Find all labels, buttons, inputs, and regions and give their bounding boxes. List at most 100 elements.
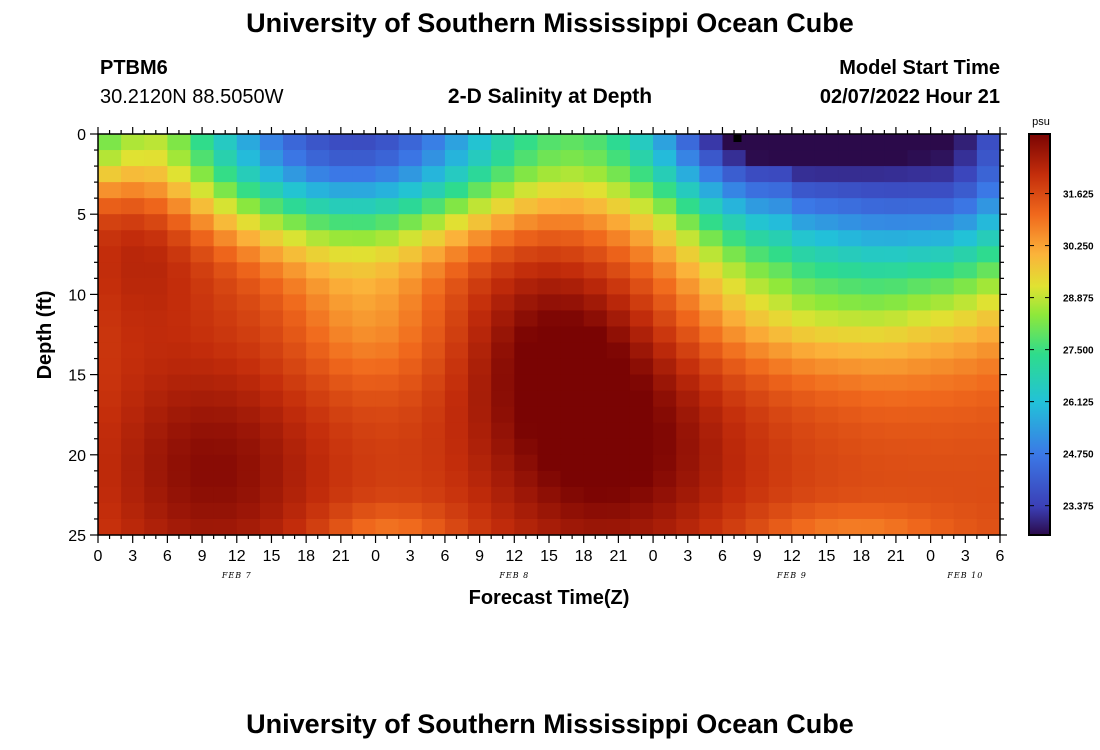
heatmap-cell bbox=[306, 310, 330, 328]
heatmap-cell bbox=[190, 374, 215, 392]
heatmap-cell bbox=[606, 214, 631, 231]
heatmap-cell bbox=[560, 454, 585, 472]
heatmap-cell bbox=[768, 214, 793, 231]
heatmap-cell bbox=[560, 470, 585, 488]
heatmap-cell bbox=[676, 294, 700, 312]
heatmap-cell bbox=[699, 358, 724, 376]
heatmap-cell bbox=[930, 310, 955, 328]
heatmap-cell bbox=[213, 134, 238, 151]
heatmap-cell bbox=[653, 214, 677, 231]
heatmap-cell bbox=[907, 150, 932, 167]
heatmap-cell bbox=[306, 454, 330, 472]
station-coordinates: 30.2120N 88.5050W bbox=[100, 86, 284, 108]
heatmap-cell bbox=[213, 310, 238, 328]
heatmap-cell bbox=[421, 502, 446, 520]
heatmap-cell bbox=[375, 310, 400, 328]
heatmap-cell bbox=[838, 182, 862, 199]
heatmap-cell bbox=[329, 246, 354, 263]
heatmap-cell bbox=[953, 374, 978, 392]
heatmap-cell bbox=[884, 182, 909, 199]
x-tick-label: 12 bbox=[505, 548, 523, 565]
heatmap-cell bbox=[444, 134, 469, 151]
heatmap-cell bbox=[745, 198, 770, 215]
heatmap-cell bbox=[398, 486, 423, 504]
heatmap-cell bbox=[930, 198, 955, 215]
heatmap-cell bbox=[421, 486, 446, 504]
heatmap-cell bbox=[213, 262, 238, 279]
heatmap-cell bbox=[421, 214, 446, 231]
heatmap-cell bbox=[468, 342, 492, 360]
x-tick-label: 0 bbox=[371, 548, 380, 565]
heatmap-cell bbox=[213, 182, 238, 199]
heatmap-cell bbox=[560, 374, 585, 392]
heatmap-cell bbox=[121, 470, 145, 488]
heatmap-cell bbox=[259, 166, 284, 183]
heatmap-cell bbox=[352, 198, 377, 215]
y-tick-label: 15 bbox=[68, 368, 86, 385]
heatmap-cell bbox=[144, 310, 168, 328]
heatmap-cell bbox=[907, 438, 932, 456]
model-start-value: 02/07/2022 Hour 21 bbox=[819, 86, 1000, 108]
heatmap-cell bbox=[329, 198, 354, 215]
heatmap-cell bbox=[144, 198, 168, 215]
heatmap-cell bbox=[167, 262, 192, 279]
heatmap-cell bbox=[398, 166, 423, 183]
heatmap-cell bbox=[98, 166, 122, 183]
heatmap-cell bbox=[537, 406, 562, 424]
heatmap-cell bbox=[259, 390, 284, 408]
heatmap-cell bbox=[814, 310, 839, 328]
heatmap-cell bbox=[398, 246, 423, 263]
heatmap-cell bbox=[606, 198, 631, 215]
date-label: FEB 10 bbox=[946, 571, 983, 580]
heatmap-cell bbox=[213, 230, 238, 247]
heatmap-cell bbox=[352, 390, 377, 408]
heatmap-cell bbox=[722, 374, 747, 392]
heatmap-cell bbox=[144, 518, 168, 536]
heatmap-cell bbox=[190, 166, 215, 183]
heatmap-cell bbox=[352, 342, 377, 360]
heatmap-cell bbox=[144, 470, 168, 488]
heatmap-cell bbox=[722, 230, 747, 247]
heatmap-cell bbox=[306, 294, 330, 312]
heatmap-cell bbox=[421, 134, 446, 151]
heatmap-cell bbox=[653, 182, 677, 199]
heatmap-cell bbox=[352, 246, 377, 263]
heatmap-cell bbox=[884, 422, 909, 440]
heatmap-cell bbox=[676, 214, 700, 231]
heatmap-cell bbox=[953, 214, 978, 231]
heatmap-cell bbox=[468, 470, 492, 488]
heatmap-cell bbox=[699, 230, 724, 247]
heatmap-cell bbox=[653, 374, 677, 392]
heatmap-cell bbox=[745, 262, 770, 279]
heatmap-cell bbox=[283, 454, 307, 472]
heatmap-cell bbox=[236, 134, 261, 151]
heatmap-cell bbox=[676, 486, 700, 504]
heatmap-cell bbox=[838, 406, 862, 424]
heatmap-cell bbox=[352, 518, 377, 536]
heatmap-cell bbox=[213, 198, 238, 215]
heatmap-cell bbox=[375, 230, 400, 247]
heatmap-cell bbox=[398, 262, 423, 279]
heatmap-cell bbox=[121, 326, 145, 344]
heatmap-cell bbox=[259, 374, 284, 392]
heatmap-cell bbox=[745, 230, 770, 247]
heatmap-cell bbox=[190, 310, 215, 328]
heatmap-cell bbox=[398, 454, 423, 472]
heatmap-cell bbox=[676, 150, 700, 167]
heatmap-cell bbox=[583, 214, 608, 231]
heatmap-cell bbox=[98, 438, 122, 456]
heatmap-cell bbox=[907, 390, 932, 408]
heatmap-cell bbox=[745, 486, 770, 504]
heatmap-cell bbox=[560, 422, 585, 440]
heatmap-cell bbox=[468, 198, 492, 215]
heatmap-cell bbox=[745, 390, 770, 408]
heatmap-cell bbox=[167, 230, 192, 247]
heatmap-cell bbox=[190, 486, 215, 504]
heatmap-cell bbox=[629, 518, 654, 536]
heatmap-cell bbox=[907, 134, 932, 151]
heatmap-cell bbox=[213, 214, 238, 231]
heatmap-cell bbox=[329, 470, 354, 488]
heatmap-cell bbox=[676, 374, 700, 392]
heatmap-cell bbox=[190, 454, 215, 472]
heatmap-cell bbox=[537, 518, 562, 536]
